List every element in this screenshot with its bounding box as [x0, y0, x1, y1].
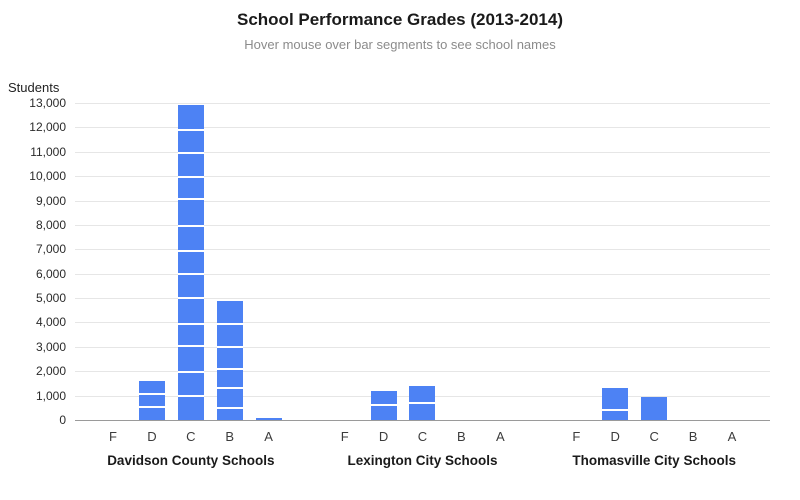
y-tick-label: 1,000 — [35, 388, 66, 403]
gridline — [75, 371, 770, 373]
y-axis-title: Students — [8, 80, 60, 95]
gridline — [75, 322, 770, 324]
bar-groups: F D C B A Davidson County Schools F D C B A Lexingt… — [75, 103, 770, 468]
stacked-bar-grade-d[interactable] — [602, 388, 629, 420]
district-label: Davidson County Schools — [107, 453, 275, 468]
y-tick-label: 3,000 — [35, 339, 66, 354]
x-category-label: A — [727, 429, 737, 444]
x-category-label: C — [649, 429, 659, 444]
y-tick-label: 13,000 — [29, 96, 66, 110]
x-category-label: C — [417, 429, 428, 444]
x-category-label: B — [225, 429, 235, 444]
segment-divider — [602, 409, 629, 412]
gridline — [75, 200, 770, 202]
segment-divider — [138, 393, 165, 396]
segment-divider — [216, 345, 243, 348]
x-category-label: F — [109, 429, 117, 444]
y-tick-label: 8,000 — [35, 217, 66, 232]
segment-divider — [138, 405, 165, 408]
stacked-bar-grade-c[interactable] — [641, 396, 668, 420]
bar-slot-b: B — [675, 103, 711, 444]
y-tick-label: 11,000 — [30, 144, 66, 159]
bar-slot-c: C — [636, 103, 672, 444]
stacked-bar-grade-b[interactable] — [216, 300, 243, 420]
bar-slot-a: A — [482, 103, 518, 444]
x-category-label: F — [340, 429, 349, 444]
y-axis-tick-labels: 0 1,000 2,000 3,000 4,000 5,000 6,000 7,000 8,00… — [0, 96, 66, 427]
gridline — [75, 346, 770, 348]
segment-divider — [177, 344, 204, 347]
stacked-bar-grade-c[interactable] — [409, 385, 436, 420]
district-group: F D C B A Thomasville City Schools — [538, 103, 770, 468]
y-tick-label: 5,000 — [35, 291, 66, 306]
gridline — [75, 176, 770, 178]
y-tick-label: 2,000 — [35, 364, 66, 379]
bar-slot-a: A — [251, 103, 287, 444]
bar-slot-d: D — [597, 103, 633, 444]
segment-divider — [409, 401, 436, 404]
district-label: Thomasville City Schools — [572, 453, 736, 468]
segment-divider — [216, 406, 243, 409]
x-category-label: B — [457, 429, 466, 444]
y-tick-label: 4,000 — [35, 315, 66, 330]
segment-divider — [370, 404, 397, 407]
chart-title: School Performance Grades (2013-2014) — [237, 10, 563, 29]
x-category-label: F — [572, 429, 581, 444]
x-axis-baseline — [75, 420, 770, 421]
segment-divider — [216, 387, 243, 390]
segment-divider — [177, 322, 204, 325]
gridline — [75, 103, 770, 104]
y-tick-label: 9,000 — [35, 193, 66, 208]
bar-slot-d: D — [366, 103, 402, 444]
bar-slot-c: C — [404, 103, 440, 444]
segment-divider — [177, 176, 204, 179]
x-category-label: B — [688, 429, 698, 444]
segment-divider — [177, 249, 204, 252]
y-tick-label: 10,000 — [29, 169, 66, 184]
y-tick-label: 0 — [59, 413, 66, 427]
stacked-bar-grade-a[interactable] — [255, 417, 282, 420]
segment-divider — [177, 297, 204, 300]
stacked-bar-grade-c[interactable] — [177, 105, 204, 420]
district-group: F D C B A Davidson County Schools — [75, 103, 307, 468]
gridline — [75, 224, 770, 226]
segment-divider — [177, 371, 204, 374]
x-category-label: D — [378, 429, 389, 444]
y-tick-label: 6,000 — [35, 266, 66, 281]
district-label: Lexington City Schools — [347, 453, 498, 468]
bar-slot-b: B — [443, 103, 479, 444]
segment-divider — [216, 367, 243, 370]
segment-divider — [177, 225, 204, 228]
x-category-label: D — [147, 429, 157, 444]
x-category-label: C — [186, 429, 196, 444]
bar-slot-f: F — [95, 103, 131, 444]
x-category-label: A — [495, 429, 505, 444]
x-category-label: D — [610, 429, 620, 444]
gridline — [75, 151, 770, 153]
bar-slot-c: C — [173, 103, 209, 444]
segment-divider — [177, 128, 204, 131]
chart-subtitle: Hover mouse over bar segments to see sch… — [244, 37, 556, 52]
gridline — [75, 273, 770, 275]
segment-divider — [177, 272, 204, 275]
bar-slot-a: A — [714, 103, 750, 444]
segment-divider — [216, 322, 243, 325]
gridline — [75, 249, 770, 251]
bar-slot-f: F — [558, 103, 594, 444]
segment-divider — [177, 152, 204, 155]
y-tick-label: 12,000 — [29, 120, 66, 135]
stacked-bar-grade-d[interactable] — [370, 390, 397, 420]
gridline — [75, 127, 770, 129]
bar-slot-b: B — [212, 103, 248, 444]
stacked-bar-grade-d[interactable] — [138, 381, 165, 420]
plot-area: F D C B A Davidson County Schools F D C B A Lexingt… — [75, 103, 770, 468]
bar-slot-d: D — [134, 103, 170, 444]
district-group: F D C B A Lexington City Schools — [307, 103, 539, 468]
segment-divider — [177, 198, 204, 201]
x-category-label: A — [264, 429, 273, 444]
bar-slot-f: F — [327, 103, 363, 444]
segment-divider — [177, 394, 204, 397]
gridline — [75, 298, 770, 300]
y-tick-label: 7,000 — [35, 242, 66, 257]
